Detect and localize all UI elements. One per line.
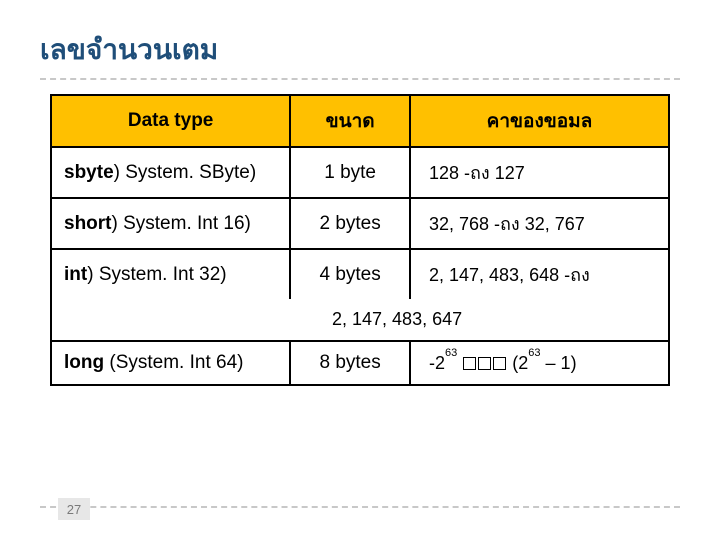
cell-size: 4 bytes <box>290 249 410 299</box>
cell-type: long (System. Int 64) <box>51 341 290 385</box>
footer-divider <box>40 506 680 508</box>
type-class: ) System. Int 32) <box>87 264 226 285</box>
cell-range: 128 -ถง 127 <box>410 147 669 198</box>
title-divider <box>40 78 680 80</box>
table-row: int) System. Int 32) 4 bytes 2, 147, 483… <box>51 249 669 299</box>
range-text: – 1) <box>541 353 577 373</box>
type-keyword: sbyte <box>64 162 114 183</box>
cell-type: sbyte) System. SByte) <box>51 147 290 198</box>
type-class: ) System. SByte) <box>114 162 257 183</box>
type-class: (System. Int 64) <box>104 352 243 373</box>
cell-type: int) System. Int 32) <box>51 249 290 299</box>
cell-size: 1 byte <box>290 147 410 198</box>
range-text: -2 <box>429 353 445 373</box>
type-keyword: int <box>64 264 87 285</box>
table-row: short) System. Int 16) 2 bytes 32, 768 -… <box>51 198 669 249</box>
cell-range: 32, 768 -ถง 32, 767 <box>410 198 669 249</box>
table-row: sbyte) System. SByte) 1 byte 128 -ถง 127 <box>51 147 669 198</box>
cell-range-continuation: 2, 147, 483, 647 <box>51 299 669 341</box>
header-range: คาของขอมล <box>410 95 669 147</box>
header-size: ขนาด <box>290 95 410 147</box>
placeholder-box-icon <box>478 357 491 370</box>
type-keyword: short <box>64 213 112 234</box>
range-sup: 63 <box>445 347 457 359</box>
type-keyword: long <box>64 352 104 373</box>
header-datatype: Data type <box>51 95 290 147</box>
page-number: 27 <box>58 498 90 520</box>
slide-title: เลขจำนวนเตม <box>40 28 680 72</box>
range-sup: 63 <box>528 347 540 359</box>
table-header-row: Data type ขนาด คาของขอมล <box>51 95 669 147</box>
cell-range: 2, 147, 483, 648 -ถง <box>410 249 669 299</box>
type-class: ) System. Int 16) <box>112 213 251 234</box>
cell-range: -263 (263 – 1) <box>410 341 669 385</box>
table-row-continuation: 2, 147, 483, 647 <box>51 299 669 341</box>
cell-size: 8 bytes <box>290 341 410 385</box>
datatype-table: Data type ขนาด คาของขอมล sbyte) System. … <box>50 94 670 386</box>
placeholder-box-icon <box>463 357 476 370</box>
range-text: (2 <box>512 353 528 373</box>
table-row: long (System. Int 64) 8 bytes -263 (263 … <box>51 341 669 385</box>
cell-type: short) System. Int 16) <box>51 198 290 249</box>
cell-size: 2 bytes <box>290 198 410 249</box>
placeholder-box-icon <box>493 357 506 370</box>
